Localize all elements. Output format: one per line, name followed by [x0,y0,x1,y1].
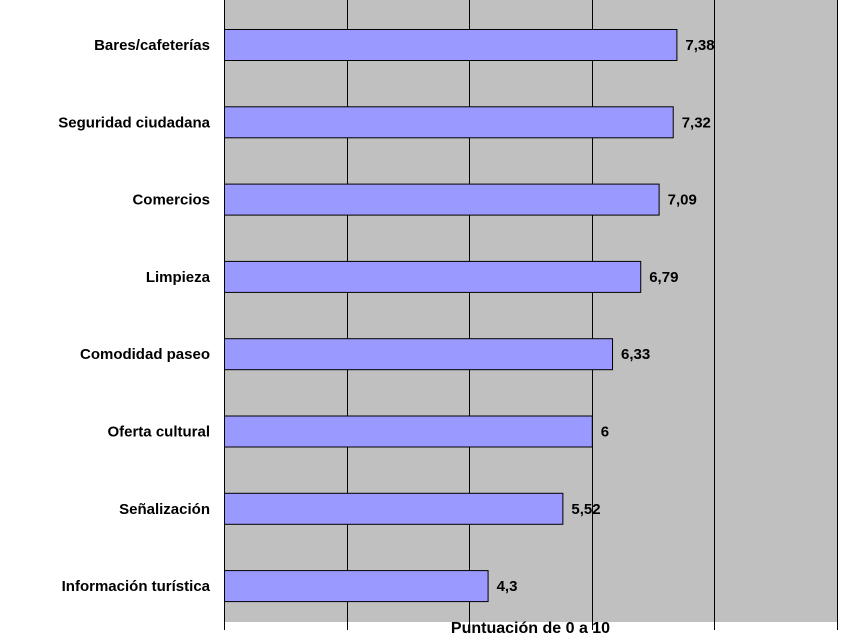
data-label: 6 [601,424,609,441]
bar [224,106,674,139]
data-label: 4,3 [497,578,518,595]
category-label: Limpieza [146,269,211,286]
bars [224,29,678,603]
bar [224,570,489,603]
bar [224,183,660,216]
data-labels: 7,38 7,32 7,09 6,79 6,33 6 5,52 4,3 [497,37,715,595]
bar [224,260,642,293]
category-label: Señalización [119,501,210,518]
category-label: Información turística [62,578,211,595]
category-label: Comodidad paseo [80,346,210,363]
x-axis-title: Puntuación de 0 a 10 [451,620,610,637]
data-label: 7,32 [682,114,711,131]
plot-area [224,0,837,622]
bar [224,338,614,371]
category-label: Comercios [132,192,210,209]
data-label: 6,79 [649,269,678,286]
category-label: Bares/cafeterías [94,37,210,54]
data-label: 7,38 [685,37,714,54]
category-label: Seguridad ciudadana [58,114,210,131]
category-labels: Bares/cafeterías Seguridad ciudadana Comer… [58,37,210,595]
data-label: 6,33 [621,346,650,363]
bar [224,29,678,61]
category-label: Oferta cultural [107,424,210,441]
data-label: 7,09 [668,192,697,209]
bar [224,415,593,448]
data-label: 5,52 [571,501,600,518]
gridlines [224,0,838,630]
bar [224,492,564,525]
